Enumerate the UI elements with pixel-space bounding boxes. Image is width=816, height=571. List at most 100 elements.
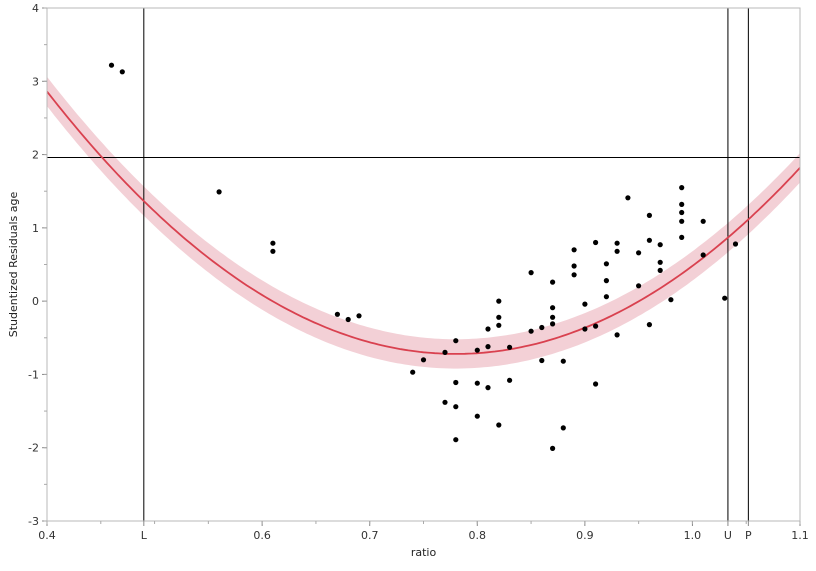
data-point-31 xyxy=(539,324,545,331)
data-point-63 xyxy=(668,297,674,303)
data-point-72 xyxy=(732,241,739,247)
x-tick-label-4: 0.8 xyxy=(469,529,487,542)
ref-line-label-1: L xyxy=(141,529,148,542)
y-tick-label-6: 2 xyxy=(32,149,39,162)
data-point-11 xyxy=(442,349,448,355)
ref-line-label-2: U xyxy=(724,529,732,542)
data-point-50 xyxy=(603,294,610,300)
y-axis-label: Studentized Residuals age xyxy=(7,191,20,337)
data-point-4 xyxy=(270,240,276,246)
data-point-38 xyxy=(560,358,566,364)
data-point-48 xyxy=(603,261,610,267)
data-point-29 xyxy=(528,270,534,276)
data-point-49 xyxy=(603,278,610,284)
data-point-59 xyxy=(646,322,653,328)
data-point-22 xyxy=(485,385,491,391)
fit-confidence-band xyxy=(47,76,800,369)
data-point-42 xyxy=(571,272,577,278)
y-tick-label-5: 1 xyxy=(32,222,39,235)
data-point-33 xyxy=(550,279,556,285)
y-tick-label-8: 4 xyxy=(32,2,39,15)
data-point-70 xyxy=(700,252,706,258)
fit-confidence-band-layer xyxy=(47,76,800,369)
data-point-67 xyxy=(679,218,685,224)
data-point-51 xyxy=(614,240,620,246)
ref-line-label-3: P xyxy=(745,529,752,542)
x-tick-label-1: 0.4 xyxy=(38,529,56,542)
y-tick-label-7: 3 xyxy=(32,75,39,88)
data-point-13 xyxy=(453,338,459,344)
data-point-56 xyxy=(636,283,642,289)
data-point-16 xyxy=(453,437,459,443)
x-tick-label-5: 0.9 xyxy=(576,529,594,542)
data-point-65 xyxy=(679,201,685,207)
data-point-34 xyxy=(550,305,556,311)
data-point-47 xyxy=(593,381,599,387)
data-point-39 xyxy=(560,425,566,431)
reference-lines xyxy=(47,8,800,521)
y-tick-label-2: -2 xyxy=(28,442,39,455)
data-point-60 xyxy=(657,242,663,248)
data-point-24 xyxy=(496,314,502,320)
data-point-7 xyxy=(345,316,351,323)
data-point-71 xyxy=(722,295,728,301)
data-point-46 xyxy=(593,323,599,329)
data-point-19 xyxy=(474,413,480,419)
data-point-57 xyxy=(646,212,653,218)
data-point-54 xyxy=(625,195,631,201)
data-point-37 xyxy=(550,445,556,451)
x-axis: 0.4 0.6 0.7 0.8 0.9 1.0 1.1 L U P xyxy=(38,521,809,542)
data-point-69 xyxy=(700,218,706,224)
data-point-45 xyxy=(593,239,599,246)
y-tick-label-1: -3 xyxy=(28,515,39,528)
x-axis-label: ratio xyxy=(411,546,437,559)
data-point-25 xyxy=(496,322,502,328)
data-point-21 xyxy=(485,344,491,350)
data-point-6 xyxy=(334,311,340,317)
data-point-30 xyxy=(528,328,534,334)
data-point-18 xyxy=(474,380,480,386)
data-point-64 xyxy=(679,185,685,191)
data-point-3 xyxy=(216,189,222,195)
data-point-9 xyxy=(410,369,416,375)
data-point-44 xyxy=(582,326,588,332)
data-point-20 xyxy=(485,326,491,332)
data-point-5 xyxy=(270,248,276,254)
data-point-12 xyxy=(442,399,448,405)
data-point-32 xyxy=(539,357,545,364)
quadratic-fit-line xyxy=(47,90,800,355)
data-point-55 xyxy=(636,250,642,256)
data-point-27 xyxy=(507,344,513,350)
data-point-62 xyxy=(657,267,663,273)
data-point-14 xyxy=(453,379,459,386)
data-point-58 xyxy=(646,237,653,243)
data-point-36 xyxy=(550,321,556,327)
data-point-28 xyxy=(507,377,513,383)
data-points xyxy=(108,62,739,451)
data-point-40 xyxy=(571,247,577,253)
data-point-43 xyxy=(582,301,588,307)
x-tick-label-7: 1.1 xyxy=(791,529,809,542)
data-point-52 xyxy=(614,248,620,254)
data-point-23 xyxy=(496,298,502,304)
y-tick-label-3: -1 xyxy=(28,368,39,381)
y-axis: -3 -2 -1 0 1 2 3 4 xyxy=(28,2,47,528)
data-point-10 xyxy=(420,357,427,363)
data-point-41 xyxy=(571,263,577,269)
data-point-66 xyxy=(679,209,685,216)
data-point-8 xyxy=(356,313,362,319)
y-tick-label-4: 0 xyxy=(32,295,39,308)
x-tick-label-3: 0.7 xyxy=(361,529,379,542)
data-point-17 xyxy=(474,347,480,353)
data-point-53 xyxy=(614,332,620,338)
data-point-35 xyxy=(550,314,556,320)
data-point-68 xyxy=(679,234,685,240)
data-point-2 xyxy=(119,69,125,75)
x-tick-label-2: 0.6 xyxy=(253,529,271,542)
x-tick-label-6: 1.0 xyxy=(684,529,702,542)
data-point-1 xyxy=(108,62,115,68)
data-point-61 xyxy=(657,259,663,265)
data-point-15 xyxy=(453,404,459,410)
data-point-26 xyxy=(496,422,502,428)
